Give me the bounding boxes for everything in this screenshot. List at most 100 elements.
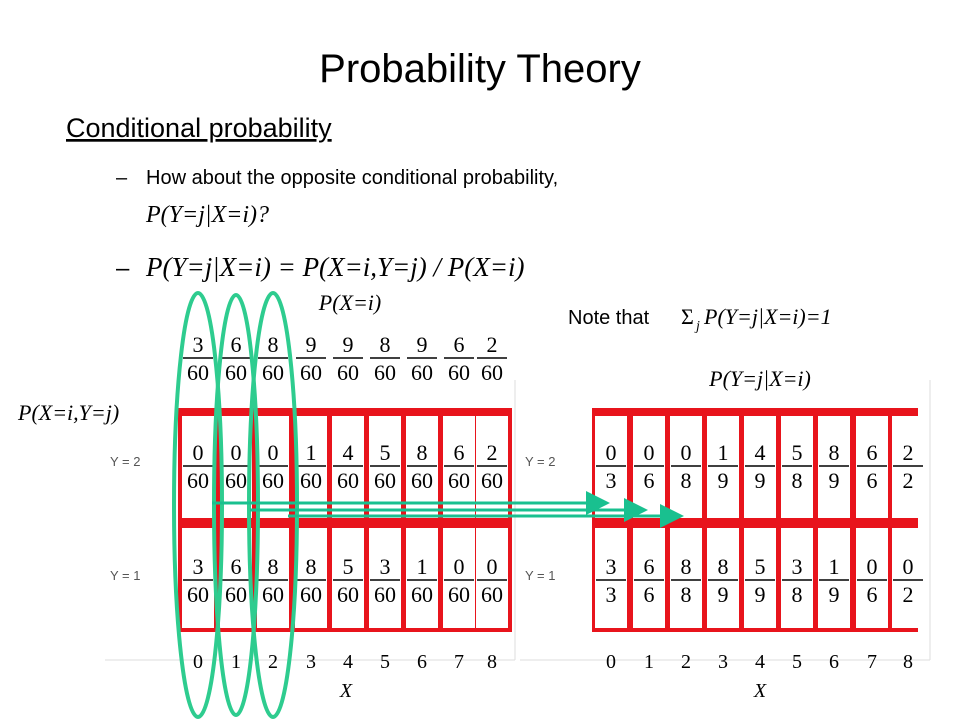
denominator: 60 [374, 582, 396, 607]
x-tick-label: 6 [417, 651, 427, 673]
row-label: Y = 1 [110, 568, 140, 583]
numerator: 1 [829, 554, 840, 579]
denominator: 60 [187, 468, 209, 493]
denominator: 60 [374, 360, 396, 385]
denominator: 6 [867, 468, 878, 493]
cell [781, 528, 813, 628]
cell [781, 416, 813, 518]
cell [476, 528, 508, 628]
numerator: 0 [903, 554, 914, 579]
numerator: 6 [454, 332, 465, 357]
row-label: Y = 1 [525, 568, 555, 583]
denominator: 9 [829, 582, 840, 607]
column-highlight [172, 291, 224, 719]
cell [670, 528, 702, 628]
x-tick-label: 5 [380, 651, 390, 673]
numerator: 6 [454, 440, 465, 465]
cell [406, 528, 438, 628]
cell [707, 528, 739, 628]
cell [257, 528, 289, 628]
denominator: 2 [903, 582, 914, 607]
numerator: 3 [606, 554, 617, 579]
denominator: 60 [481, 360, 503, 385]
numerator: 0 [606, 440, 617, 465]
cell [670, 416, 702, 518]
x-tick-label: 3 [306, 651, 316, 673]
numerator: 5 [380, 440, 391, 465]
numerator: 0 [231, 440, 242, 465]
numerator: 5 [755, 554, 766, 579]
cell [443, 416, 475, 518]
denominator: 60 [300, 468, 322, 493]
title: Probability Theory [319, 47, 641, 91]
denominator: 60 [262, 360, 284, 385]
numerator: 6 [231, 332, 242, 357]
x-tick-label: 5 [792, 651, 802, 673]
x-tick-label: 7 [867, 651, 877, 673]
cells [182, 416, 924, 628]
cell [595, 528, 627, 628]
x-tick-label: 4 [755, 651, 765, 673]
x-tick-label: 2 [681, 651, 691, 673]
x-tick-label: 4 [343, 651, 353, 673]
bullet-math: P(Y=j|X=i)? [145, 202, 269, 228]
cell [633, 528, 665, 628]
numerator: 8 [380, 332, 391, 357]
numerator: 6 [867, 440, 878, 465]
numerator: 1 [718, 440, 729, 465]
numerator: 0 [681, 440, 692, 465]
denominator: 60 [337, 360, 359, 385]
denominator: 2 [903, 468, 914, 493]
x-tick-label: 0 [193, 651, 203, 673]
x-tick-label: 8 [487, 651, 497, 673]
x-tick-label: 1 [231, 651, 241, 673]
note-sub: j [694, 319, 700, 334]
bullet-math: P(Y=j|X=i) = P(X=i,Y=j) / P(X=i) [145, 252, 524, 282]
denominator: 9 [829, 468, 840, 493]
marginal-label: P(X=i) [318, 290, 382, 315]
numerator: 8 [718, 554, 729, 579]
conditional-label: P(Y=j|X=i) [708, 366, 811, 391]
denominator: 9 [755, 582, 766, 607]
denominator: 60 [448, 360, 470, 385]
denominator: 8 [792, 582, 803, 607]
note-text: Note that [568, 307, 650, 329]
numerator: 4 [343, 440, 354, 465]
cell [818, 528, 850, 628]
denominator: 6 [644, 468, 655, 493]
numerator: 8 [681, 554, 692, 579]
x-label: X [339, 680, 353, 702]
numerator: 0 [193, 440, 204, 465]
row-label: Y = 2 [110, 454, 140, 469]
cell [182, 416, 214, 518]
cell [856, 528, 888, 628]
denominator: 8 [681, 582, 692, 607]
numerator: 3 [193, 554, 204, 579]
cell [406, 416, 438, 518]
denominator: 8 [681, 468, 692, 493]
cell [744, 416, 776, 518]
numerator: 2 [487, 332, 498, 357]
numerator: 8 [268, 554, 279, 579]
column-highlight [247, 291, 299, 719]
numerator: 6 [231, 554, 242, 579]
cell [369, 528, 401, 628]
numerator: 9 [306, 332, 317, 357]
cell [856, 416, 888, 518]
numerator: 5 [792, 440, 803, 465]
numerator: 2 [903, 440, 914, 465]
denominator: 60 [411, 582, 433, 607]
bullet-dash: – [116, 167, 128, 189]
numerator: 8 [268, 332, 279, 357]
numerator: 0 [487, 554, 498, 579]
numerator: 3 [792, 554, 803, 579]
cell [332, 528, 364, 628]
cell [707, 416, 739, 518]
numerator: 5 [343, 554, 354, 579]
denominator: 60 [481, 582, 503, 607]
x-tick-label: 2 [268, 651, 278, 673]
x-tick-label: 0 [606, 651, 616, 673]
numerator: 8 [417, 440, 428, 465]
x-tick-label: 3 [718, 651, 728, 673]
